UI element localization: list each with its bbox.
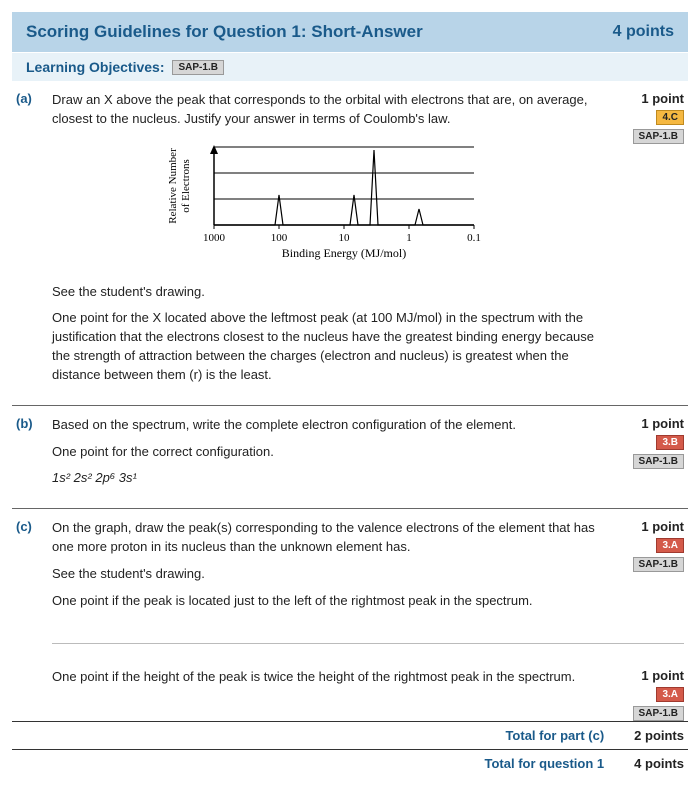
objective-tag: SAP-1.B — [172, 60, 223, 75]
part-c-see: See the student's drawing. — [52, 565, 600, 584]
svg-text:1: 1 — [406, 232, 412, 244]
part-c-divider — [52, 643, 684, 644]
part-c-tag1a: 3.A — [656, 538, 684, 553]
part-b-tag1: 3.B — [656, 435, 684, 450]
spectrum-chart: 1000 100 10 1 0.1 Binding Energy (MJ/mol) Rela… — [156, 137, 496, 273]
part-a-label: (a) — [16, 91, 42, 393]
title-bar: Scoring Guidelines for Question 1: Short… — [12, 12, 688, 52]
part-b-label: (b) — [16, 416, 42, 497]
part-a: (a) Draw an X above the peak that corres… — [12, 81, 688, 406]
total-partc-value: 2 points — [634, 728, 684, 743]
total-q-value: 4 points — [634, 756, 684, 771]
part-a-scoring: One point for the X located above the le… — [52, 309, 600, 384]
svg-text:0.1: 0.1 — [467, 232, 481, 244]
part-b: (b) Based on the spectrum, write the com… — [12, 406, 688, 510]
objectives-label: Learning Objectives: — [26, 59, 164, 75]
total-q-label: Total for question 1 — [485, 756, 605, 771]
svg-text:100: 100 — [271, 232, 288, 244]
part-b-prompt: Based on the spectrum, write the complet… — [52, 416, 600, 435]
part-c-tag2b: SAP-1.B — [633, 706, 684, 721]
part-a-see: See the student's drawing. — [52, 283, 600, 302]
svg-text:Binding Energy (MJ/mol): Binding Energy (MJ/mol) — [282, 246, 406, 260]
part-c-label: (c) — [16, 519, 42, 720]
part-c: (c) On the graph, draw the peak(s) corre… — [12, 509, 688, 720]
part-a-tag2: SAP-1.B — [633, 129, 684, 144]
totals: Total for part (c) 2 points Total for qu… — [12, 721, 688, 777]
part-b-config: 1s² 2s² 2p⁶ 3s¹ — [52, 469, 600, 488]
objectives-bar: Learning Objectives: SAP-1.B — [12, 52, 688, 81]
part-b-points: 1 point — [641, 416, 684, 431]
page-title: Scoring Guidelines for Question 1: Short… — [26, 22, 423, 42]
part-b-tag2: SAP-1.B — [633, 454, 684, 469]
total-points: 4 points — [613, 23, 674, 41]
part-a-prompt: Draw an X above the peak that correspond… — [52, 91, 600, 129]
svg-text:1000: 1000 — [203, 232, 226, 244]
part-a-points: 1 point — [641, 91, 684, 106]
svg-text:of Electrons: of Electrons — [180, 159, 192, 212]
svg-text:10: 10 — [339, 232, 351, 244]
total-q-row: Total for question 1 4 points — [12, 750, 688, 777]
svg-text:Relative Number: Relative Number — [167, 148, 179, 224]
part-c-points2: 1 point — [641, 668, 684, 683]
part-a-tag1: 4.C — [656, 110, 684, 125]
part-c-scoring1: One point if the peak is located just to… — [52, 592, 600, 611]
part-c-tag2a: SAP-1.B — [633, 557, 684, 572]
spectrum-svg: 1000 100 10 1 0.1 Binding Energy (MJ/mol) Rela… — [156, 137, 496, 267]
total-partc-row: Total for part (c) 2 points — [12, 722, 688, 750]
part-c-prompt: On the graph, draw the peak(s) correspon… — [52, 519, 600, 557]
total-partc-label: Total for part (c) — [505, 728, 604, 743]
part-b-scoring: One point for the correct configuration. — [52, 443, 600, 462]
part-c-tag1b: 3.A — [656, 687, 684, 702]
part-c-points1: 1 point — [641, 519, 684, 534]
